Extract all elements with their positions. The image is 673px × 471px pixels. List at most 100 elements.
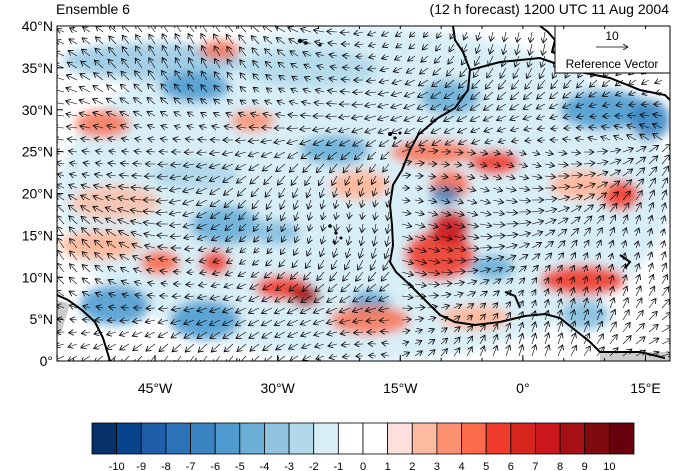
wind-vector xyxy=(505,176,515,179)
wind-vector xyxy=(252,48,260,57)
wind-vector xyxy=(282,235,286,242)
wind-vector xyxy=(511,128,520,131)
wind-vector xyxy=(427,284,439,285)
wind-vector xyxy=(295,223,298,231)
wind-vector xyxy=(240,73,247,81)
wind-vector xyxy=(267,211,273,221)
wind-vector xyxy=(149,58,156,69)
wind-vector xyxy=(240,87,247,93)
wind-vector xyxy=(238,26,247,33)
wind-vector xyxy=(81,195,91,201)
anomaly-patch xyxy=(75,110,130,138)
lat-tick-label: 10°N xyxy=(22,269,53,285)
wind-vector xyxy=(183,200,195,204)
wind-vector xyxy=(68,151,78,152)
wind-vector xyxy=(145,320,156,322)
wind-vector xyxy=(108,138,117,140)
colorbar-label: 7 xyxy=(532,461,538,471)
wind-vector xyxy=(497,103,507,110)
wind-vector xyxy=(188,71,195,81)
wind-vector xyxy=(143,222,156,224)
wind-vector xyxy=(197,331,208,338)
wind-vector xyxy=(506,323,510,333)
wind-vector xyxy=(335,199,337,209)
wind-vector xyxy=(93,112,104,116)
wind-vector xyxy=(81,206,91,213)
wind-vector xyxy=(57,64,65,68)
wind-vector xyxy=(197,152,208,153)
wind-vector xyxy=(414,318,424,320)
anomaly-patch xyxy=(430,185,460,205)
colorbar-swatch xyxy=(140,422,167,455)
wind-vector xyxy=(532,278,537,285)
wind-vector xyxy=(427,329,434,332)
wind-vector xyxy=(353,295,364,302)
wind-vector xyxy=(81,344,91,348)
wind-vector xyxy=(210,331,221,339)
wind-vector xyxy=(289,283,299,291)
wind-vector xyxy=(366,139,377,146)
wind-vector xyxy=(266,199,273,209)
wind-vector xyxy=(531,266,538,273)
colorbar-label: -5 xyxy=(235,461,245,471)
wind-vector xyxy=(305,175,312,186)
wind-vector xyxy=(94,138,104,140)
wind-vector xyxy=(214,46,221,57)
wind-vector xyxy=(254,248,259,253)
wind-vector xyxy=(290,51,299,57)
wind-vector xyxy=(264,355,273,361)
wind-vector xyxy=(120,343,130,350)
wind-vector xyxy=(108,266,117,273)
colorbar-swatch xyxy=(239,422,265,455)
wind-vector xyxy=(225,272,234,275)
wind-vector xyxy=(81,61,91,69)
wind-vector xyxy=(225,223,234,230)
wind-vector xyxy=(147,295,156,296)
wind-vector xyxy=(213,26,221,33)
wind-vector xyxy=(477,31,480,41)
wind-vector xyxy=(295,211,298,221)
wind-vector xyxy=(458,127,468,133)
wind-vector xyxy=(320,187,324,198)
wind-vector xyxy=(214,99,221,104)
wind-vector xyxy=(437,31,441,38)
wind-vector xyxy=(466,347,472,357)
wind-vector xyxy=(70,174,78,176)
wind-vector xyxy=(277,101,286,104)
wind-vector xyxy=(445,139,455,145)
wind-vector xyxy=(504,31,506,42)
wind-vector xyxy=(239,223,247,231)
wind-vector xyxy=(300,307,312,313)
wind-vector xyxy=(531,221,544,224)
wind-vector xyxy=(189,45,195,57)
wind-vector xyxy=(211,211,221,218)
wind-vector xyxy=(358,175,363,185)
wind-vector xyxy=(223,331,234,339)
wind-vector xyxy=(225,211,234,219)
wind-vector xyxy=(184,331,195,338)
colorbar-label: 3 xyxy=(434,461,440,471)
wind-vector xyxy=(107,241,117,249)
reference-vector-value: 10 xyxy=(605,29,619,43)
wind-vector xyxy=(379,320,390,321)
wind-vector xyxy=(226,34,234,45)
wind-vector xyxy=(414,149,425,152)
wind-vector xyxy=(196,199,208,205)
wind-vector xyxy=(253,74,260,81)
wind-vector xyxy=(498,79,507,89)
plot-title-left: Ensemble 6 xyxy=(56,1,130,17)
wind-vector xyxy=(352,128,364,132)
wind-vector xyxy=(453,272,465,273)
wind-vector xyxy=(352,308,364,312)
wind-vector xyxy=(479,164,487,166)
wind-vector xyxy=(147,151,156,152)
wind-vector xyxy=(121,268,130,273)
wind-vector xyxy=(448,55,455,64)
wind-vector xyxy=(95,253,104,261)
wind-vector xyxy=(186,260,195,261)
wind-vector xyxy=(130,199,143,200)
wind-vector xyxy=(427,176,436,177)
wind-vector xyxy=(340,32,351,33)
wind-vector xyxy=(340,320,351,323)
wind-vector xyxy=(277,271,286,279)
